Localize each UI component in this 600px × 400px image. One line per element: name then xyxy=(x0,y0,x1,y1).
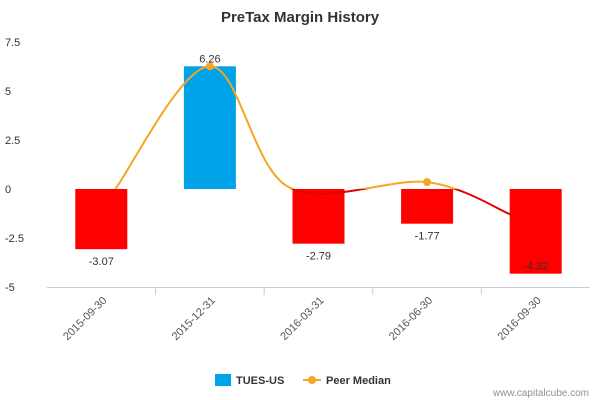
bar[interactable] xyxy=(401,189,454,224)
legend-label-tues-us[interactable]: TUES-US xyxy=(236,375,284,387)
peer-median-point[interactable] xyxy=(423,178,432,187)
y-tick-label: -5 xyxy=(5,282,15,294)
legend[interactable]: TUES-US Peer Median xyxy=(215,374,391,387)
y-tick-label: 2.5 xyxy=(5,135,20,147)
data-label: -3.07 xyxy=(89,256,114,268)
peer-median-point[interactable] xyxy=(205,62,214,71)
legend-marker-peer-median xyxy=(308,376,316,384)
y-tick-label: 0 xyxy=(5,184,11,196)
data-label: -1.77 xyxy=(415,231,440,243)
x-tick-label: 2015-12-31 xyxy=(170,295,218,343)
y-tick-label: 5 xyxy=(5,86,11,98)
y-axis: 7.5 5 2.5 0 -2.5 -5 xyxy=(5,37,24,294)
credit-text[interactable]: www.capitalcube.com xyxy=(492,388,589,399)
data-label: 6.26 xyxy=(199,53,220,65)
y-tick-label: 7.5 xyxy=(5,37,20,49)
data-label: -2.79 xyxy=(306,251,331,263)
chart-title: PreTax Margin History xyxy=(221,9,380,26)
peer-median-line xyxy=(114,65,459,189)
y-tick-label: -2.5 xyxy=(5,233,24,245)
peer-median-series xyxy=(114,62,513,216)
bar-series xyxy=(75,66,562,274)
data-label: -4.32 xyxy=(523,261,548,273)
legend-label-peer-median[interactable]: Peer Median xyxy=(326,375,391,387)
bar[interactable] xyxy=(75,189,128,250)
bar[interactable] xyxy=(509,189,562,274)
legend-swatch-tues-us xyxy=(215,374,231,386)
x-axis: 2015-09-30 2015-12-31 2016-03-31 2016-06-30… xyxy=(47,287,590,343)
x-tick-label: 2016-09-30 xyxy=(496,295,544,343)
bar[interactable] xyxy=(292,189,345,244)
bar[interactable] xyxy=(183,66,236,189)
x-tick-label: 2016-03-31 xyxy=(278,295,326,343)
data-labels: -3.07 6.26 -2.79 -1.77 -4.32 xyxy=(89,53,548,272)
x-tick-label: 2015-09-30 xyxy=(61,295,109,343)
x-tick-label: 2016-06-30 xyxy=(387,295,435,343)
